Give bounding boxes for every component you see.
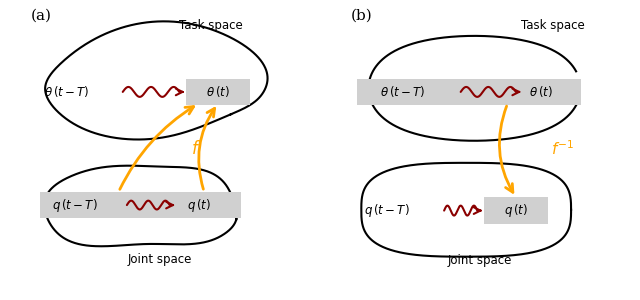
Text: $q\,(t)$: $q\,(t)$ (186, 196, 211, 214)
Text: $\theta\,(t-T)$: $\theta\,(t-T)$ (380, 84, 426, 99)
Text: $q\,(t)$: $q\,(t)$ (504, 202, 528, 219)
Text: $\theta\,(t)$: $\theta\,(t)$ (206, 84, 230, 99)
FancyBboxPatch shape (484, 197, 548, 224)
Text: $q\,(t-T)$: $q\,(t-T)$ (52, 196, 97, 214)
Text: Task space: Task space (179, 19, 243, 32)
Text: Joint space: Joint space (448, 254, 512, 267)
Text: $f^{-1}$: $f^{-1}$ (551, 140, 574, 158)
Text: Joint space: Joint space (128, 253, 192, 266)
Text: $f$: $f$ (191, 140, 201, 158)
FancyBboxPatch shape (186, 79, 250, 105)
Text: (a): (a) (30, 8, 51, 22)
Text: Task space: Task space (521, 19, 585, 32)
Text: $q\,(t-T)$: $q\,(t-T)$ (364, 202, 410, 219)
FancyBboxPatch shape (357, 79, 580, 105)
Text: $\theta\,(t)$: $\theta\,(t)$ (529, 84, 553, 99)
FancyBboxPatch shape (40, 192, 241, 218)
Text: $\theta\,(t-T)$: $\theta\,(t-T)$ (44, 84, 90, 99)
Text: (b): (b) (350, 8, 372, 22)
